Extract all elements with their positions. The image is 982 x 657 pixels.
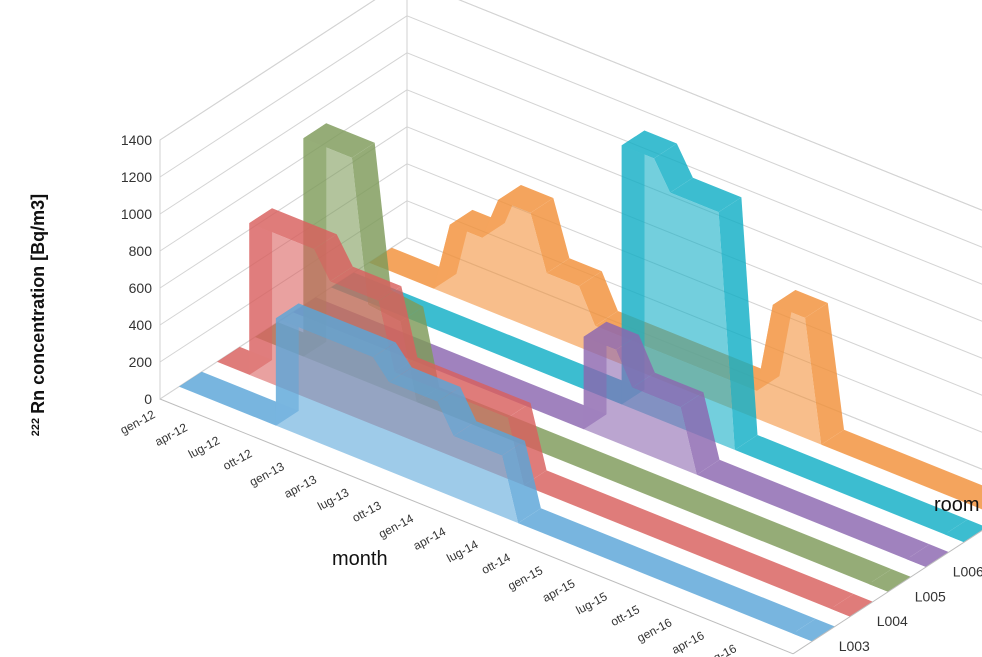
x-tick-label: lug-12 bbox=[186, 433, 222, 461]
x-tick-label: lug-16 bbox=[703, 641, 739, 657]
x-tick-label: lug-14 bbox=[444, 537, 480, 565]
x-tick-label: apr-14 bbox=[411, 524, 448, 553]
x-tick-label: lug-15 bbox=[574, 589, 610, 617]
y-tick-label: 1400 bbox=[121, 132, 152, 148]
room-tick-label: L003 bbox=[839, 638, 870, 654]
z-axis-title: room bbox=[934, 494, 980, 516]
room-tick-label: L004 bbox=[877, 613, 908, 629]
x-tick-label: ott-14 bbox=[479, 550, 513, 577]
y-axis-title-text: Rn concentration [Bq/m3] bbox=[28, 194, 48, 414]
x-tick-label: lug-13 bbox=[315, 485, 351, 513]
x-tick-label: apr-12 bbox=[153, 420, 190, 449]
x-tick-label: apr-13 bbox=[282, 472, 319, 501]
y-tick-label: 0 bbox=[144, 391, 152, 407]
y-tick-label: 1000 bbox=[121, 206, 152, 222]
y-axis-title-prefix: 222 bbox=[30, 418, 42, 436]
x-tick-label: apr-15 bbox=[540, 576, 577, 605]
x-tick-label: ott-15 bbox=[608, 602, 642, 629]
x-tick-label: apr-16 bbox=[669, 628, 706, 657]
y-tick-label: 200 bbox=[129, 354, 153, 370]
x-tick-label: gen-13 bbox=[247, 459, 287, 489]
x-tick-label: gen-16 bbox=[635, 615, 675, 645]
y-axis-title: 222 Rn concentration [Bq/m3] bbox=[28, 194, 48, 436]
x-tick-label: gen-15 bbox=[505, 563, 545, 593]
x-tick-label: gen-12 bbox=[118, 407, 158, 437]
x-tick-label: ott-13 bbox=[350, 498, 384, 525]
room-tick-label: L005 bbox=[915, 588, 946, 604]
y-tick-label: 600 bbox=[129, 280, 153, 296]
room-tick-label: L006 bbox=[953, 564, 982, 580]
y-tick-label: 800 bbox=[129, 243, 153, 259]
y-tick-label: 400 bbox=[129, 317, 153, 333]
y-tick-label: 1200 bbox=[121, 169, 152, 185]
x-tick-label: gen-14 bbox=[376, 511, 416, 541]
x-axis-title: month bbox=[332, 548, 388, 570]
x-tick-label: ott-12 bbox=[221, 446, 255, 473]
